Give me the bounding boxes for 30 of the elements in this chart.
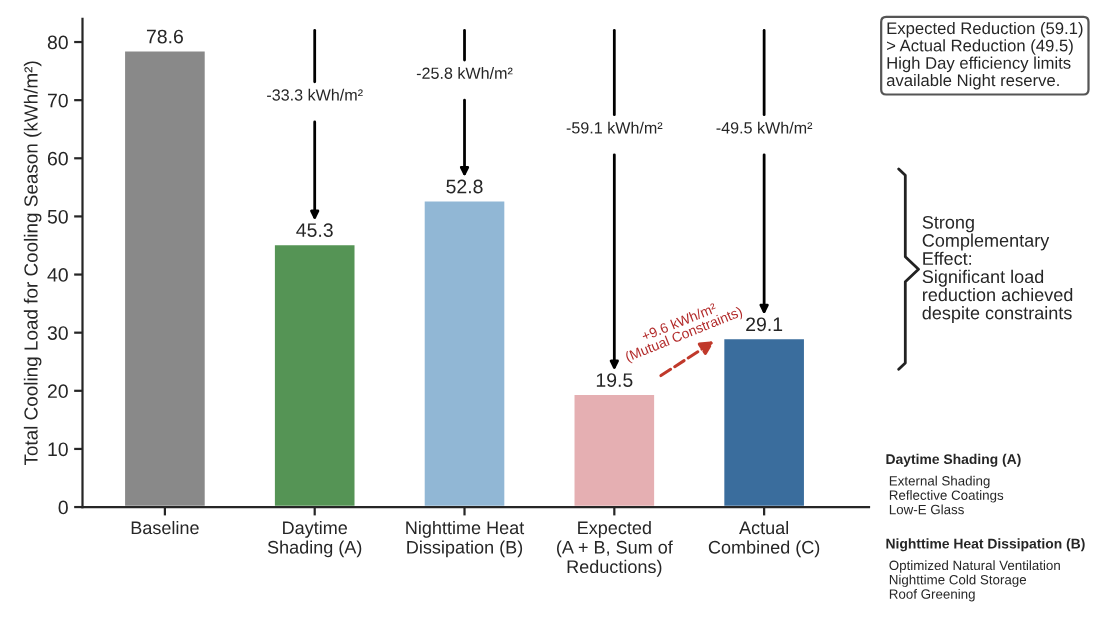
y-tick-label: 20 (47, 384, 68, 399)
y-axis-title: Total Cooling Load for Cooling Season (kWh/m²) (23, 61, 42, 466)
y-tick-label: 0 (58, 500, 68, 515)
annotation: -49.5 kWh/m² (716, 121, 813, 134)
data-label: 45.3 (296, 223, 333, 237)
y-tick-label: 40 (47, 268, 68, 282)
y-tick-label: 10 (48, 442, 68, 457)
data-label: 19.5 (596, 373, 633, 387)
x-tick-label: Actual Combined (C) (708, 520, 820, 558)
annotation: -59.1 kWh/m² (566, 121, 663, 134)
y-tick-label: 70 (47, 93, 68, 108)
x-tick-label: Nighttime Heat Dissipation (B) (406, 520, 525, 558)
text: Strong Complementary Effect: Significant load reduction achieved despite constraints (922, 215, 1073, 323)
y-tick-label: 80 (47, 35, 68, 50)
annotation: -25.8 kWh/m² (416, 67, 513, 79)
data-label: 29.1 (746, 317, 783, 332)
x-tick-label: Baseline (131, 520, 199, 535)
x-tick-label: Daytime Shading (A) (267, 520, 362, 558)
y-tick-label: 30 (47, 326, 68, 340)
annotation: -33.3 kWh/m² (267, 88, 363, 101)
text: Expected Reduction (59.1) > Actual Reduction (49.5) High Day efficiency limits available Night reserve. (886, 21, 1083, 90)
bar (122, 48, 208, 508)
data-label: 52.8 (446, 179, 483, 194)
y-tick-label: 50 (47, 209, 68, 224)
x-tick-label: Expected (A + B, Sum of Reductions) (556, 520, 673, 577)
bar (571, 392, 657, 508)
data-label: 78.6 (146, 29, 183, 44)
bar (272, 242, 358, 508)
bar (421, 198, 508, 508)
y-tick-label: 60 (47, 151, 68, 166)
